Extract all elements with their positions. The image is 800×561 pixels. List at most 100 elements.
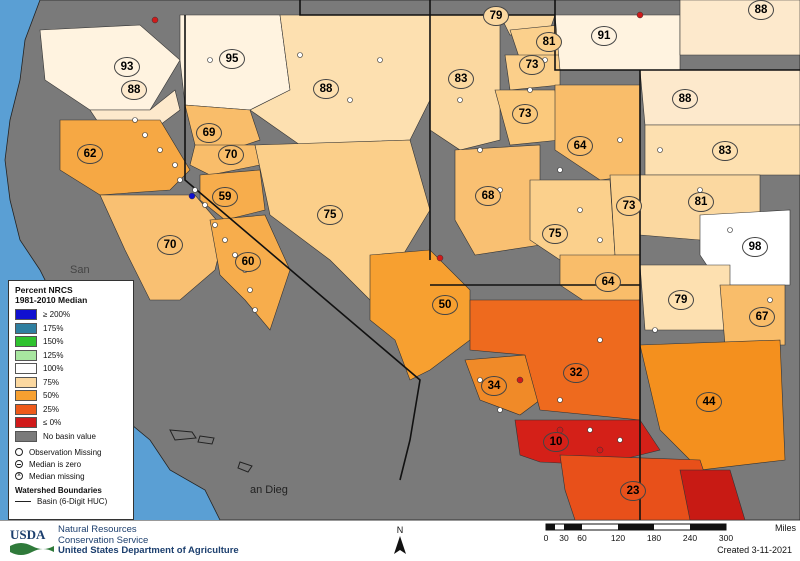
basin-label: 81 <box>536 32 562 52</box>
basin-polygon <box>554 14 681 71</box>
legend-swatch <box>15 309 37 321</box>
basin-label: 98 <box>742 237 768 257</box>
legend-class-label: 175% <box>43 323 64 333</box>
scale-tick: 240 <box>683 533 697 543</box>
legend-swatch <box>15 403 37 415</box>
observation-missing-icon <box>15 448 23 456</box>
usda-logo-text: USDA <box>10 527 46 542</box>
island <box>197 435 215 445</box>
basin-label: 95 <box>219 49 245 69</box>
legend-symbol: Median is zero <box>15 458 127 470</box>
legend-class-label: 50% <box>43 391 60 401</box>
legend-symbol-label: Median is zero <box>29 459 82 469</box>
basin-label: 83 <box>448 69 474 89</box>
island <box>169 429 197 441</box>
usda-logo-icon: USDA <box>10 527 54 555</box>
legend-class-label: 150% <box>43 337 64 347</box>
basin-label: 73 <box>519 55 545 75</box>
legend-symbol: × Median missing <box>15 470 127 482</box>
legend-symbol: Observation Missing <box>15 446 127 458</box>
basin-label: 62 <box>77 144 103 164</box>
basin-label: 88 <box>121 80 147 100</box>
basin-label: 73 <box>512 104 538 124</box>
legend-class-label: 75% <box>43 377 60 387</box>
basin-label: 59 <box>212 187 238 207</box>
legend-class-label: No basin value <box>43 431 96 441</box>
basin-label: 50 <box>432 295 458 315</box>
basin-label: 32 <box>563 363 589 383</box>
north-label: N <box>397 525 404 535</box>
basin-label: 64 <box>567 136 593 156</box>
place-label-san: San <box>70 264 90 276</box>
basin-label: 23 <box>620 481 646 501</box>
basin-label: 88 <box>748 0 774 20</box>
legend-swatch <box>15 417 37 429</box>
basin-label: 44 <box>696 392 722 412</box>
basin-polygon <box>679 0 800 56</box>
basin-label: 69 <box>196 123 222 143</box>
site-markers-red <box>151 11 644 454</box>
site-marker-blue <box>188 192 196 200</box>
scale-tick: 180 <box>647 533 661 543</box>
basin-label: 70 <box>218 145 244 165</box>
created-date: Created 3-11-2021 <box>717 545 792 555</box>
median-missing-icon: × <box>15 472 23 480</box>
agency-line1: Natural Resources <box>58 524 137 535</box>
basin-label: 88 <box>672 89 698 109</box>
legend-class: 175% <box>15 322 127 336</box>
department-name: United States Department of Agriculture <box>58 545 239 556</box>
legend-boundary-item: Basin (6-Digit HUC) <box>15 495 127 507</box>
place-label-san-diego: an Dieg <box>250 484 288 496</box>
basin-label: 79 <box>483 6 509 26</box>
basin-polygon <box>369 249 471 381</box>
basin-polygon <box>59 119 191 196</box>
agency-line2: Conservation Service <box>58 534 149 546</box>
scale-tick: 120 <box>611 533 625 543</box>
legend-class-label: ≥ 200% <box>43 310 71 320</box>
map-legend: Percent NRCS 1981-2010 Median ≥ 200% 175… <box>8 280 134 520</box>
basin-polygons <box>39 0 800 520</box>
legend-symbol-label: Observation Missing <box>29 447 102 457</box>
legend-boundary-label: Basin (6-Digit HUC) <box>37 496 108 506</box>
legend-class: 150% <box>15 335 127 349</box>
scale-tick: 300 <box>719 533 733 543</box>
legend-boundaries-title: Watershed Boundaries <box>15 486 102 495</box>
legend-class: 25% <box>15 403 127 417</box>
legend-class: ≥ 200% <box>15 308 127 322</box>
basin-label: 75 <box>542 224 568 244</box>
snowpack-basin-map <box>0 0 800 520</box>
basin-polygon <box>529 179 616 261</box>
legend-class-label: 100% <box>43 364 64 374</box>
basin-polygon <box>184 104 261 151</box>
legend-class: 75% <box>15 376 127 390</box>
basin-label: 10 <box>543 432 569 452</box>
legend-swatch <box>15 363 37 375</box>
legend-class: 125% <box>15 349 127 363</box>
legend-swatch <box>15 349 37 361</box>
scale-tick: 0 <box>544 533 549 543</box>
legend-swatch <box>15 322 37 334</box>
basin-label: 88 <box>313 79 339 99</box>
basin-polygon <box>639 69 800 126</box>
agency-name: Natural Resources Conservation Service U… <box>58 524 239 557</box>
basin-label: 67 <box>749 307 775 327</box>
basin-label: 34 <box>481 376 507 396</box>
state-boundaries <box>184 0 800 520</box>
legend-swatch <box>15 430 37 442</box>
legend-class-label: ≤ 0% <box>43 418 62 428</box>
basin-label: 83 <box>712 141 738 161</box>
legend-title-line2: 1981-2010 Median <box>15 295 88 305</box>
basin-label: 79 <box>668 290 694 310</box>
basin-label: 91 <box>591 26 617 46</box>
basin-polygon <box>209 214 291 331</box>
basin-label: 75 <box>317 205 343 225</box>
basin-line-icon <box>15 500 31 502</box>
scale-tick: 30 <box>559 533 569 543</box>
north-arrow-icon: N <box>394 525 406 554</box>
scale-unit: Miles <box>775 523 797 533</box>
legend-class: 50% <box>15 389 127 403</box>
legend-swatch <box>15 336 37 348</box>
legend-class: ≤ 0% <box>15 416 127 430</box>
basin-polygon-dark-red <box>679 469 746 520</box>
basin-label: 64 <box>595 272 621 292</box>
